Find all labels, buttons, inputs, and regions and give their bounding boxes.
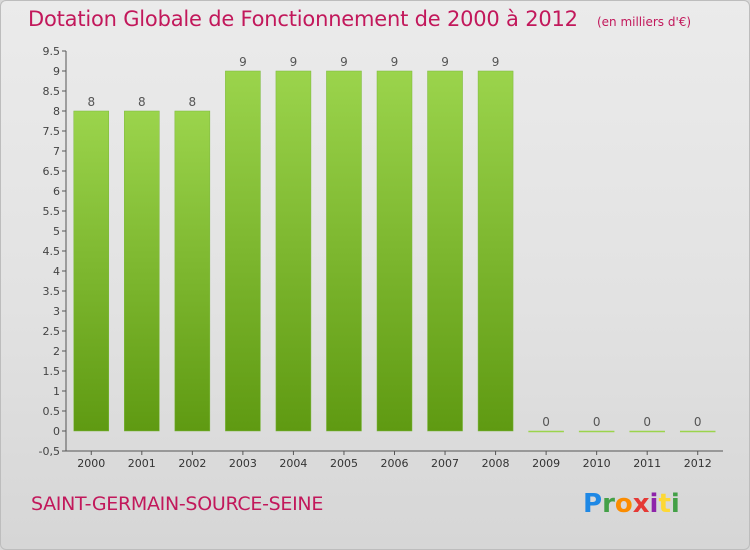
bar bbox=[528, 430, 564, 433]
y-tick-label: 0.5 bbox=[43, 405, 61, 418]
x-tick-label: 2000 bbox=[77, 457, 105, 470]
data-label: 0 bbox=[593, 415, 601, 429]
y-tick-label: 8.5 bbox=[43, 85, 61, 98]
y-tick-label: 2 bbox=[53, 345, 60, 358]
data-label: 0 bbox=[643, 415, 651, 429]
x-tick-label: 2012 bbox=[684, 457, 712, 470]
data-label: 9 bbox=[290, 55, 298, 69]
x-tick-label: 2011 bbox=[633, 457, 661, 470]
y-tick-label: 4.5 bbox=[43, 245, 61, 258]
y-tick-label: 7 bbox=[53, 145, 60, 158]
y-tick-label: 6.5 bbox=[43, 165, 61, 178]
data-label: 8 bbox=[189, 95, 197, 109]
y-tick-label: 6 bbox=[53, 185, 60, 198]
data-label: 9 bbox=[492, 55, 500, 69]
x-tick-label: 2002 bbox=[178, 457, 206, 470]
y-tick-label: 5.5 bbox=[43, 205, 61, 218]
y-tick-label: -0,5 bbox=[39, 445, 60, 458]
bar bbox=[427, 70, 463, 432]
y-tick-label: 7.5 bbox=[43, 125, 61, 138]
chart-subtitle: (en milliers d'€) bbox=[596, 15, 692, 29]
data-label: 9 bbox=[340, 55, 348, 69]
x-tick-label: 2008 bbox=[482, 457, 510, 470]
bar bbox=[326, 70, 362, 432]
data-label: 8 bbox=[87, 95, 95, 109]
bar bbox=[275, 70, 312, 432]
y-tick-label: 9.5 bbox=[43, 45, 61, 58]
data-label: 8 bbox=[138, 95, 146, 109]
y-tick-label: 2.5 bbox=[43, 325, 61, 338]
proxiti-logo: Proxiti bbox=[583, 489, 680, 519]
y-tick-label: 3 bbox=[53, 305, 60, 318]
bar bbox=[477, 70, 514, 432]
x-tick-label: 2005 bbox=[330, 457, 358, 470]
x-tick-label: 2006 bbox=[381, 457, 409, 470]
bar bbox=[174, 110, 211, 432]
x-tick-label: 2009 bbox=[532, 457, 560, 470]
x-tick-label: 2003 bbox=[229, 457, 257, 470]
title-row: Dotation Globale de Fonctionnement de 20… bbox=[28, 7, 691, 31]
data-label: 0 bbox=[542, 415, 550, 429]
y-tick-label: 4 bbox=[53, 265, 60, 278]
bar bbox=[124, 110, 160, 432]
data-label: 9 bbox=[391, 55, 399, 69]
y-tick-label: 1 bbox=[53, 385, 60, 398]
data-label: 9 bbox=[441, 55, 449, 69]
data-label: 9 bbox=[239, 55, 247, 69]
bar bbox=[679, 430, 716, 433]
chart-title: Dotation Globale de Fonctionnement de 20… bbox=[28, 7, 578, 31]
commune-name: SAINT-GERMAIN-SOURCE-SEINE bbox=[31, 493, 324, 515]
bar bbox=[376, 70, 413, 432]
x-tick-label: 2001 bbox=[128, 457, 156, 470]
x-tick-label: 2007 bbox=[431, 457, 459, 470]
y-tick-label: 9 bbox=[53, 65, 60, 78]
y-tick-label: 1.5 bbox=[43, 365, 61, 378]
bar bbox=[73, 110, 110, 432]
y-tick-label: 3.5 bbox=[43, 285, 61, 298]
y-tick-label: 0 bbox=[53, 425, 60, 438]
y-tick-label: 8 bbox=[53, 105, 60, 118]
data-label: 0 bbox=[694, 415, 702, 429]
x-tick-label: 2004 bbox=[279, 457, 307, 470]
bar bbox=[578, 430, 615, 433]
bar bbox=[629, 430, 665, 433]
bar bbox=[225, 70, 261, 432]
x-tick-label: 2010 bbox=[583, 457, 611, 470]
y-tick-label: 5 bbox=[53, 225, 60, 238]
